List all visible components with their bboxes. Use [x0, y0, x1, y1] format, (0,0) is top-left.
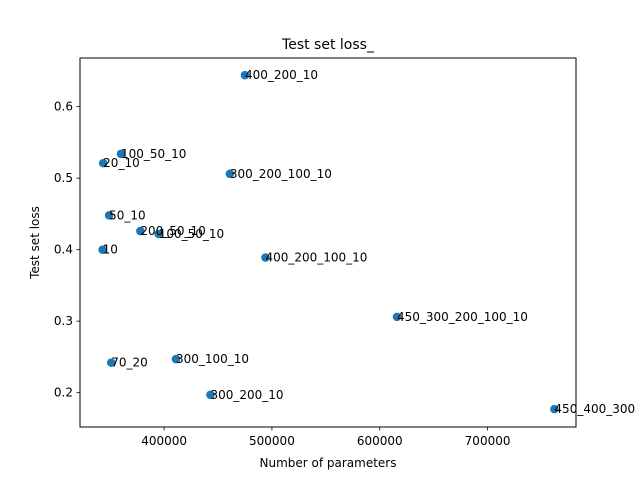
data-point	[116, 149, 126, 159]
data-point-label: 300_100_10	[176, 352, 249, 366]
y-tick-label: 0.3	[54, 314, 73, 328]
y-tick-label: 0.6	[54, 100, 73, 114]
data-point-labels: 400_200_10100_50_1020_10300_200_100_1050…	[103, 68, 636, 416]
data-point-label: 100_50_10	[159, 227, 224, 241]
y-tick-label: 0.5	[54, 171, 73, 185]
data-point	[206, 390, 215, 400]
data-points	[98, 70, 559, 414]
data-point	[392, 312, 402, 322]
data-point	[104, 211, 114, 220]
x-axis: 400000 500000 600000 700000	[141, 427, 510, 448]
data-point	[136, 226, 145, 236]
data-point-label: 70_20	[111, 356, 148, 370]
x-tick-label: 700000	[465, 434, 511, 448]
data-point-label: 300_200_10	[210, 388, 283, 402]
data-point	[240, 70, 250, 80]
data-point	[98, 158, 108, 168]
data-point-label: 450_400_300	[554, 402, 635, 416]
data-point-label: 400_200_10	[245, 68, 318, 82]
data-point-label: 300_200_100_10	[230, 167, 332, 181]
data-point	[225, 169, 235, 179]
y-axis-label: Test set loss	[28, 206, 42, 280]
y-tick-label: 0.4	[54, 243, 73, 257]
plot-area	[79, 57, 577, 428]
data-point-label: 400_200_100_10	[265, 251, 367, 265]
x-tick-label: 600000	[357, 434, 403, 448]
x-tick-label: 400000	[141, 434, 187, 448]
data-point	[154, 229, 164, 239]
data-point-label: 20_10	[103, 156, 140, 170]
data-point-label: 10	[103, 243, 118, 257]
x-tick-label: 500000	[249, 434, 295, 448]
y-axis: 0.2 0.3 0.4 0.5 0.6	[54, 100, 80, 400]
data-point-label: 100_50_10	[121, 147, 186, 161]
data-point	[261, 253, 270, 262]
data-point-label: 450_300_200_100_10	[397, 310, 528, 324]
y-tick-label: 0.2	[54, 386, 73, 400]
chart-title: Test set loss_	[281, 37, 375, 53]
data-point	[171, 354, 181, 364]
x-axis-label: Number of parameters	[259, 456, 396, 470]
data-point-label: 50_10	[109, 208, 146, 222]
data-point-label: 200_50_10	[140, 224, 205, 238]
data-point	[98, 245, 107, 254]
data-point	[550, 404, 559, 414]
data-point	[106, 358, 116, 367]
